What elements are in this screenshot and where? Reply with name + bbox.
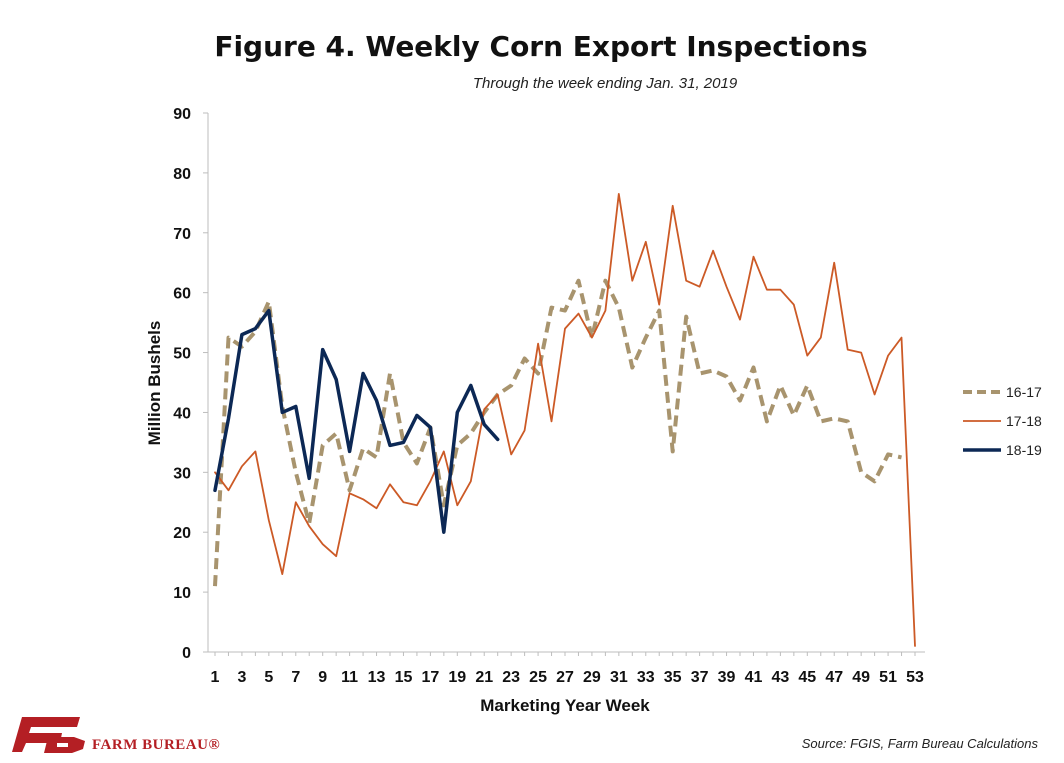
legend-label-18-19: 18-19: [1006, 442, 1042, 458]
x-tick-label: 31: [610, 669, 628, 686]
x-tick-label: 39: [718, 669, 736, 686]
chart-title: Figure 4. Weekly Corn Export Inspections: [214, 30, 867, 63]
x-tick-label: 11: [341, 669, 358, 686]
fb-logo-mark: [12, 717, 85, 753]
y-tick-label: 70: [173, 226, 191, 243]
x-tick-label: 47: [825, 669, 843, 686]
farm-bureau-wordmark: FARM BUREAU®: [92, 737, 220, 753]
x-tick-label: 5: [264, 669, 273, 686]
x-tick-label: 37: [691, 669, 709, 686]
legend-label-17-18: 17-18: [1006, 413, 1042, 429]
chart-subtitle: Through the week ending Jan. 31, 2019: [473, 75, 738, 92]
x-tick-label: 43: [771, 669, 789, 686]
farm-bureau-logo: FARM BUREAU®: [12, 717, 220, 753]
legend-label-16-17: 16-17: [1006, 384, 1042, 400]
y-tick-label: 60: [173, 286, 191, 303]
axes: [207, 113, 925, 653]
x-tick-label: 33: [637, 669, 655, 686]
series-layer: [213, 193, 916, 647]
x-tick-label: 19: [448, 669, 466, 686]
x-tick-label: 27: [556, 669, 574, 686]
x-tick-label: 35: [664, 669, 682, 686]
y-tick-label: 90: [173, 106, 191, 123]
x-tick-label: 51: [879, 669, 897, 686]
x-tick-label: 49: [852, 669, 870, 686]
x-tick-label: 13: [368, 669, 386, 686]
y-tick-label: 50: [173, 346, 191, 363]
x-tick-label: 1: [211, 669, 220, 686]
x-axis-title: Marketing Year Week: [480, 696, 650, 715]
y-tick-label: 20: [173, 525, 191, 542]
x-tick-label: 17: [421, 669, 439, 686]
x-tick-label: 45: [798, 669, 816, 686]
y-axis-ticks: 0 10 20 30 40 50 60 70 80 90: [173, 106, 208, 662]
x-tick-label: 29: [583, 669, 601, 686]
y-tick-label: 40: [173, 405, 191, 422]
x-tick-label: 21: [475, 669, 493, 686]
y-axis-title: Million Bushels: [145, 321, 164, 446]
x-tick-label: 25: [529, 669, 547, 686]
y-tick-label: 0: [182, 645, 191, 662]
x-tick-label: 41: [745, 669, 763, 686]
x-tick-label: 53: [906, 669, 924, 686]
x-tick-label: 15: [395, 669, 413, 686]
y-tick-label: 80: [173, 166, 191, 183]
x-tick-label: 7: [291, 669, 300, 686]
x-tick-label: 3: [237, 669, 246, 686]
series-line-18-19: [213, 308, 500, 534]
x-tick-label: 23: [502, 669, 520, 686]
x-axis-ticks: 1 3 5 7 9 11 13 15 17 19 21 23 25 27 29 31 33 35 37 39 41 43 4…: [211, 652, 924, 686]
x-tick-label: 9: [318, 669, 327, 686]
source-note: Source: FGIS, Farm Bureau Calculations: [802, 736, 1039, 751]
series-line-16-17: [213, 278, 902, 587]
y-tick-label: 10: [173, 585, 191, 602]
legend: 16-17 17-18 18-19: [963, 384, 1042, 458]
y-tick-label: 30: [173, 465, 191, 482]
series-line-17-18: [214, 193, 916, 647]
